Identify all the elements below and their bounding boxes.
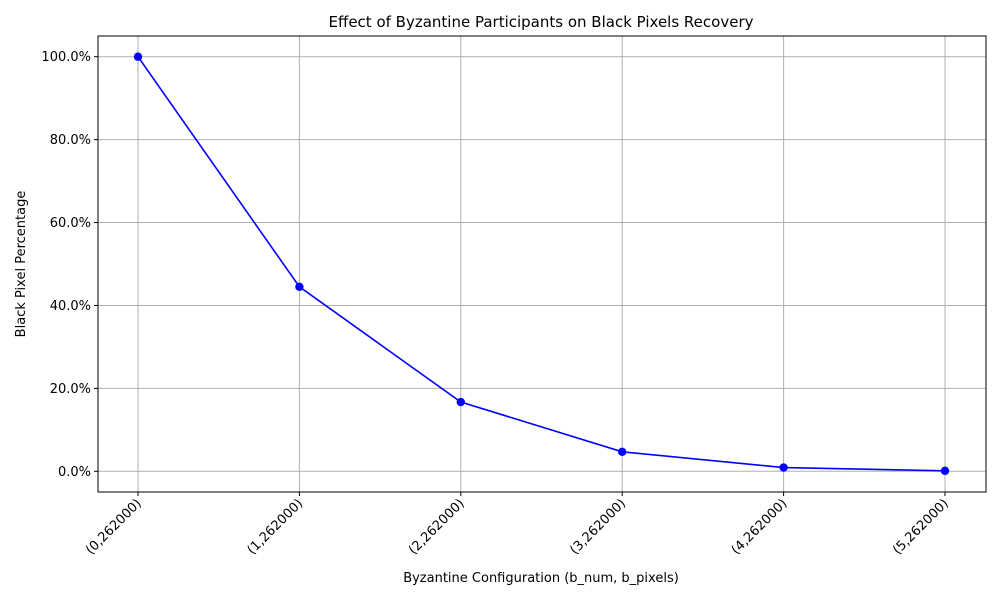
series-line [137, 56, 946, 472]
y-tick-label: 60.0% [50, 216, 91, 231]
y-axis-title: Black Pixel Percentage [14, 191, 29, 338]
x-tick-label: (3,262000) [567, 496, 629, 558]
y-tick-label: 40.0% [50, 299, 91, 314]
data-point [456, 397, 465, 407]
y-tick-label: 80.0% [50, 133, 91, 148]
grid [98, 36, 986, 492]
x-axis-title: Byzantine Configuration (b_num, b_pixels… [403, 571, 679, 586]
y-tick-label: 20.0% [50, 382, 91, 397]
y-axis: 0.0% 20.0% 40.0% 60.0% 80.0% 100.0% [41, 50, 98, 480]
data-point [295, 282, 304, 291]
y-tick-label: 0.0% [58, 465, 91, 480]
x-tick-label: (4,262000) [729, 496, 791, 558]
x-axis: (0,262000) (1,262000) (2,262000) (3,262000)… [83, 492, 952, 558]
plot-area-frame [97, 35, 987, 493]
x-tick-label: (5,262000) [890, 496, 952, 558]
series-layer [133, 52, 950, 476]
data-point [779, 463, 788, 472]
x-tick-label: (1,262000) [245, 496, 307, 558]
y-tick-label: 100.0% [41, 50, 91, 65]
data-point [618, 447, 627, 456]
x-tick-label: (0,262000) [83, 496, 145, 558]
chart-title: Effect of Byzantine Participants on Blac… [329, 13, 754, 31]
x-tick-label: (2,262000) [406, 496, 468, 558]
data-point [133, 52, 143, 61]
data-point [940, 466, 950, 476]
